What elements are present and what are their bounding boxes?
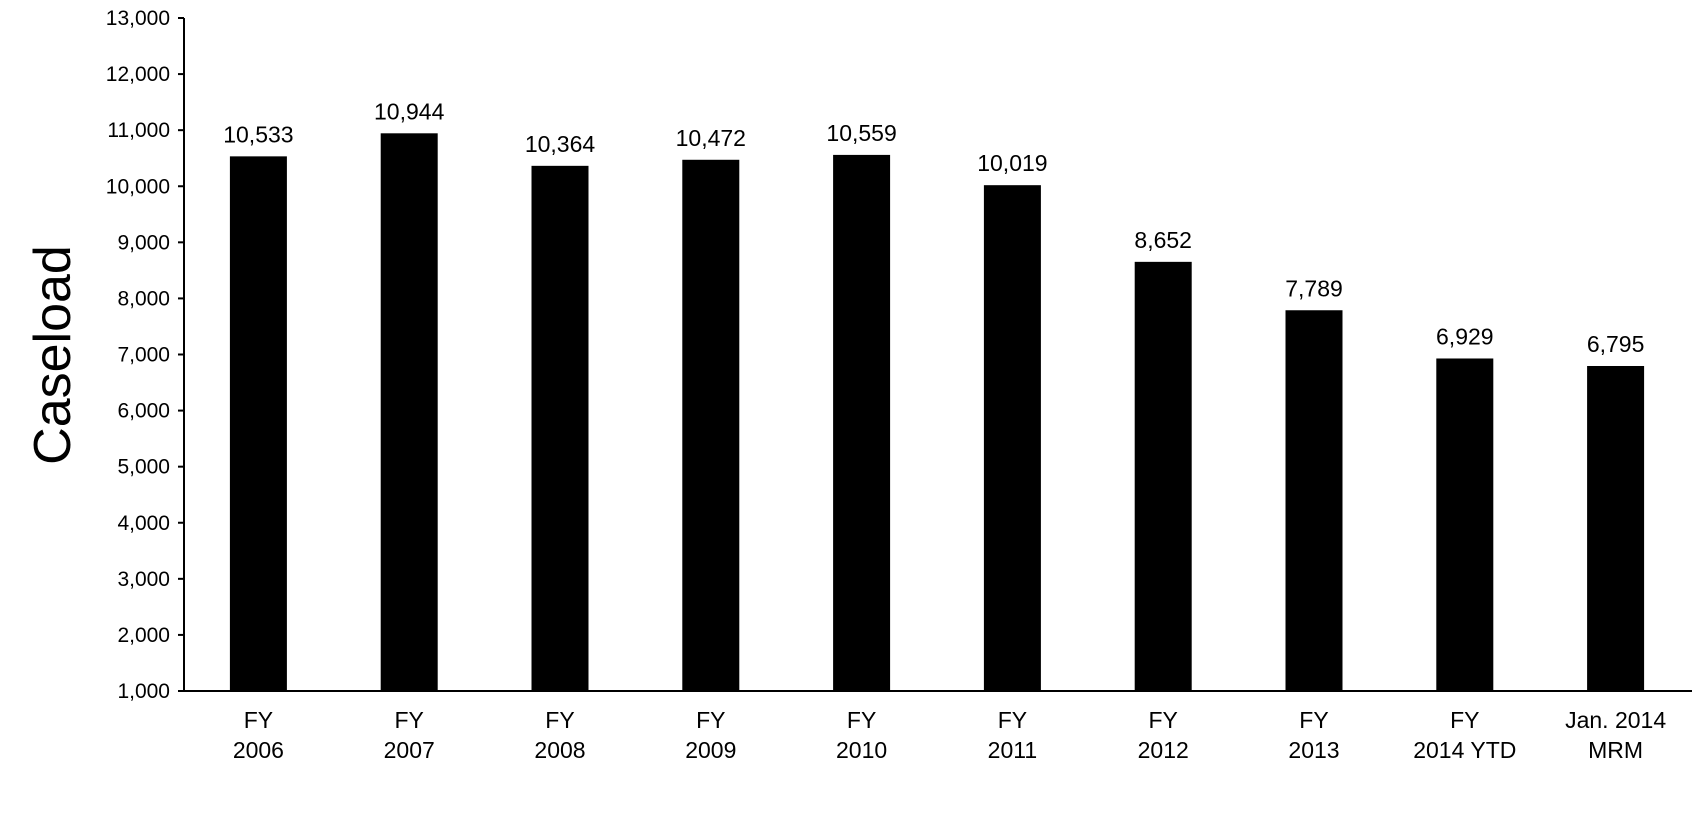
y-tick-label: 10,000: [106, 175, 170, 198]
y-tick-label: 12,000: [106, 63, 170, 86]
y-tick-label: 6,000: [117, 400, 170, 423]
x-category-label: 2010: [836, 737, 887, 763]
x-category-label: Jan. 2014: [1565, 707, 1666, 733]
x-category-label: 2007: [384, 737, 435, 763]
x-category-label: FY: [1149, 707, 1178, 733]
y-tick-label: 2,000: [117, 624, 170, 647]
bar: [682, 159, 740, 691]
x-category-label: 2006: [233, 737, 284, 763]
x-category-label: MRM: [1588, 737, 1643, 763]
bar: [833, 154, 891, 691]
y-tick-label: 11,000: [107, 119, 170, 142]
y-axis-title: Caseload: [24, 245, 82, 465]
y-tick-label: 7,000: [117, 344, 170, 367]
x-category-label: 2014 YTD: [1413, 737, 1516, 763]
bar: [1587, 365, 1645, 691]
bar: [380, 133, 438, 692]
x-category-label: FY: [545, 707, 574, 733]
y-tick-label: 4,000: [117, 512, 170, 535]
y-tick-label: 5,000: [117, 456, 170, 479]
x-category-label: FY: [998, 707, 1027, 733]
data-label: 7,789: [1285, 275, 1343, 301]
bar: [1436, 358, 1494, 691]
data-label: 10,472: [676, 125, 746, 151]
y-tick-label: 3,000: [117, 568, 170, 591]
bar: [1134, 261, 1192, 691]
y-tick-label: 1,000: [117, 680, 170, 703]
y-tick-label: 8,000: [117, 287, 170, 310]
bar: [531, 165, 589, 691]
bar: [229, 156, 287, 691]
x-category-label: FY: [244, 707, 273, 733]
data-label: 10,533: [223, 121, 293, 147]
x-category-label: 2008: [534, 737, 585, 763]
data-label: 6,929: [1436, 323, 1494, 349]
x-category-label: 2012: [1138, 737, 1189, 763]
bar: [1285, 310, 1343, 691]
x-category-label: FY: [395, 707, 424, 733]
x-category-label: FY: [1450, 707, 1479, 733]
x-category-label: 2011: [988, 737, 1037, 763]
y-tick-label: 13,000: [106, 7, 170, 30]
x-axis-labels: FY 2006 FY 2007 FY 2008 FY 2009 FY 2010 FY 2011 FY 20…: [233, 707, 1667, 763]
x-category-label: 2009: [685, 737, 736, 763]
x-category-label: FY: [1299, 707, 1328, 733]
data-label: 10,944: [374, 98, 445, 124]
x-category-label: FY: [847, 707, 876, 733]
data-label: 10,019: [977, 150, 1047, 176]
x-category-label: FY: [696, 707, 725, 733]
data-label: 10,559: [826, 120, 896, 146]
data-label: 10,364: [525, 131, 596, 157]
bars: [229, 133, 1645, 692]
data-labels: 10,533 10,944 10,364 10,472 10,559 10,019 8,65…: [223, 98, 1644, 357]
y-tick-label: 9,000: [117, 231, 170, 254]
data-label: 8,652: [1134, 227, 1192, 253]
bar: [983, 185, 1041, 691]
x-category-label: 2013: [1288, 737, 1339, 763]
data-label: 6,795: [1587, 331, 1645, 357]
y-axis-ticks: 1,000 2,000 3,000 4,000 5,000 6,000 7,000 8,000…: [106, 7, 184, 703]
